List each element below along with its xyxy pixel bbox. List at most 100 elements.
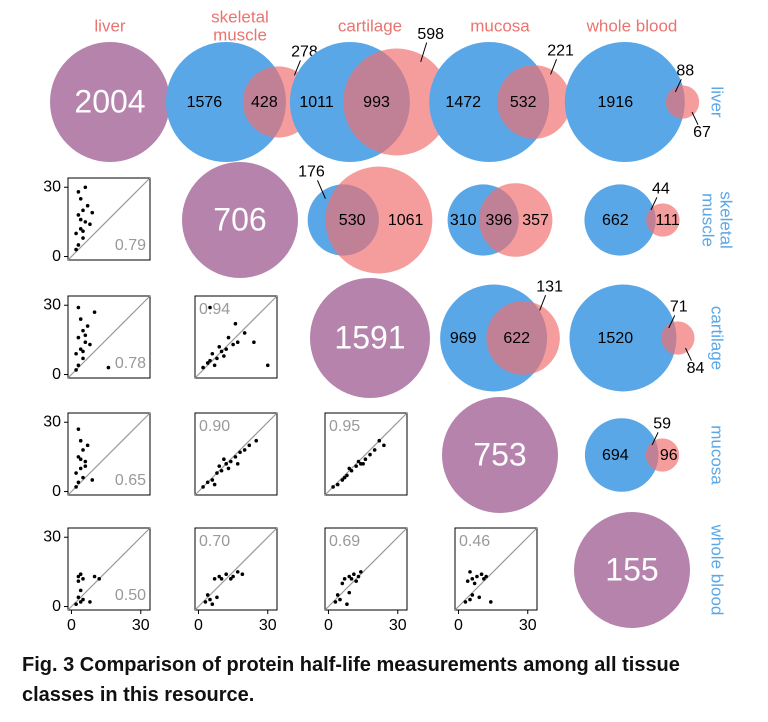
row-label: cartilage	[708, 306, 727, 370]
scatter-point	[354, 464, 358, 468]
scatter-point	[349, 577, 354, 581]
column-label: whole blood	[586, 16, 678, 35]
venn-circle-row	[564, 42, 685, 162]
scatter-point	[465, 579, 470, 583]
scatter-point	[252, 340, 256, 344]
y-tick-label: 0	[52, 366, 61, 383]
identity-line	[67, 177, 151, 261]
x-tick-label: 0	[67, 617, 76, 634]
venn-count: 131	[536, 278, 563, 295]
identity-line	[67, 527, 151, 611]
scatter-point	[208, 358, 212, 363]
scatter-point	[215, 471, 219, 475]
scatter-point	[78, 457, 83, 461]
scatter-point	[338, 597, 342, 602]
scatter-point	[347, 574, 352, 579]
scatter-point	[226, 466, 231, 471]
venn-count: 1061	[388, 212, 424, 229]
scatter-point	[219, 468, 224, 473]
y-tick-label: 30	[43, 296, 61, 313]
scatter-point	[81, 475, 85, 480]
scatter-point	[340, 581, 345, 586]
venn-count: 221	[547, 42, 574, 59]
venn-count: 598	[417, 26, 444, 43]
scatter-point	[382, 443, 386, 448]
venn-circle-row	[584, 418, 659, 492]
correlation: 0.65	[115, 472, 146, 489]
scatter-point	[81, 448, 85, 452]
venn-circle-column	[486, 301, 560, 375]
scatter-frame	[194, 527, 278, 611]
scatter-point	[489, 600, 493, 604]
scatter-point	[224, 572, 228, 576]
scatter-point	[81, 328, 85, 333]
scatter-point	[212, 577, 217, 581]
scatter-point	[345, 602, 349, 607]
scatter-frame	[67, 295, 151, 379]
scatter-point	[78, 347, 83, 351]
scatter-point	[356, 574, 361, 579]
leader-line	[420, 42, 428, 63]
row-label: skeletal	[717, 191, 736, 249]
scatter-point	[76, 243, 81, 247]
scatter-point	[215, 356, 219, 361]
scatter-point	[229, 577, 233, 581]
venn-circle-column	[343, 48, 451, 156]
tissue-count: 753	[473, 436, 526, 472]
scatter-point	[233, 321, 238, 326]
venn-count: 96	[660, 447, 678, 464]
scatter-frame	[324, 412, 408, 496]
venn-count: 662	[602, 212, 629, 229]
venn-count: 1916	[598, 94, 634, 111]
x-tick-label: 30	[132, 617, 150, 634]
column-label: muscle	[213, 25, 267, 44]
x-tick-label: 30	[389, 617, 407, 634]
scatter-point	[81, 577, 85, 581]
y-tick-label: 30	[43, 178, 61, 195]
scatter-point	[217, 574, 222, 579]
x-tick-label: 0	[194, 617, 203, 634]
venn-count: 1576	[187, 94, 223, 111]
scatter-point	[359, 570, 363, 574]
venn-count: 71	[670, 299, 688, 316]
scatter-point	[106, 365, 111, 370]
scatter-point	[475, 574, 479, 579]
scatter-point	[231, 342, 235, 347]
scatter-point	[356, 459, 361, 464]
venn-count: 428	[251, 94, 278, 111]
scatter-point	[88, 600, 92, 604]
scatter-point	[219, 349, 224, 354]
scatter-point	[208, 305, 212, 310]
scatter-point	[477, 595, 482, 600]
scatter-point	[333, 600, 338, 604]
scatter-point	[340, 478, 345, 482]
scatter-point	[78, 196, 83, 201]
scatter-point	[233, 455, 238, 459]
venn-count: 357	[522, 212, 549, 229]
scatter-point	[85, 203, 90, 208]
scatter-point	[78, 317, 83, 321]
scatter-point	[83, 459, 88, 464]
correlation: 0.46	[459, 533, 490, 550]
scatter-point	[377, 438, 382, 443]
identity-line	[67, 295, 151, 379]
scatter-point	[81, 229, 85, 233]
venn-count: 84	[687, 360, 705, 377]
column-label: cartilage	[338, 16, 402, 35]
correlation: 0.95	[329, 418, 360, 435]
column-label: skeletal	[211, 7, 269, 26]
tissue-circle	[442, 397, 558, 513]
scatter-point	[342, 577, 347, 581]
leader-line	[293, 60, 301, 76]
scatter-point	[205, 593, 210, 597]
scatter-point	[74, 602, 78, 607]
leader-line	[685, 347, 692, 361]
column-label: liver	[94, 16, 126, 35]
column-label: mucosa	[470, 16, 530, 35]
venn-count: 88	[676, 63, 694, 80]
tissue-count: 155	[605, 551, 658, 587]
identity-line	[324, 412, 408, 496]
leader-line	[539, 295, 547, 311]
y-tick-label: 30	[43, 413, 61, 430]
